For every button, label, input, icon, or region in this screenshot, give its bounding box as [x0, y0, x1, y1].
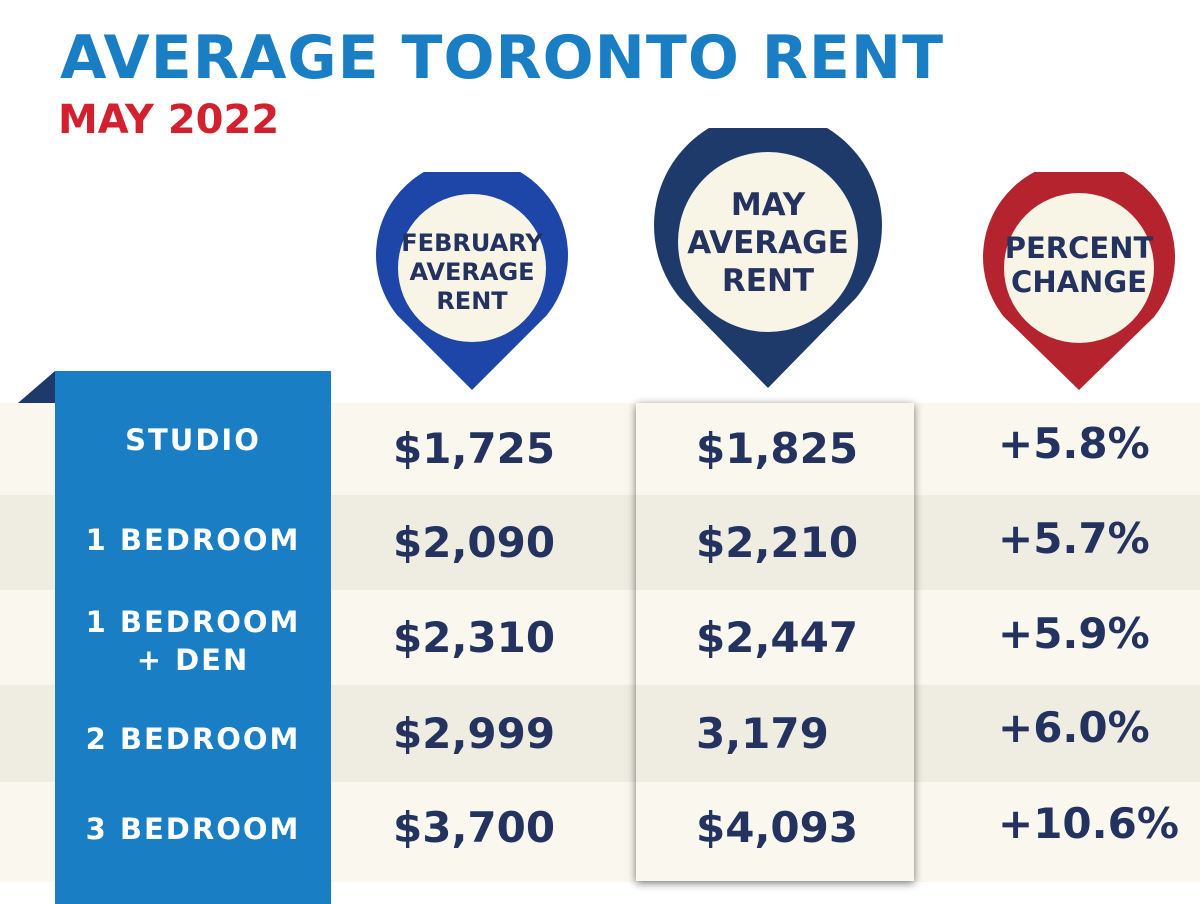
row-label-1-bedroom: 1 BEDROOM: [85, 523, 301, 557]
row-label-1-bedroom-den: 1 BEDROOM + DEN: [85, 605, 301, 677]
cell-2-bedroom-may: 3,179: [696, 709, 829, 758]
ribbon-fold: [18, 371, 55, 403]
cell-studio-change: +5.8%: [998, 419, 1150, 468]
row-label-ribbon: [55, 371, 331, 904]
february-pin-icon: [376, 172, 568, 390]
cell-studio-february: $1,725: [393, 424, 556, 473]
cell-1-bedroom-february: $2,090: [393, 518, 556, 567]
cell-3-bedroom-change: +10.6%: [998, 799, 1179, 848]
row-label-studio: STUDIO: [125, 423, 261, 457]
column-header-percent: PERCENT CHANGE: [1004, 231, 1154, 299]
row-label-2-bedroom: 2 BEDROOM: [85, 722, 301, 756]
cell-2-bedroom-change: +6.0%: [998, 703, 1150, 752]
may-pin-icon: [654, 128, 882, 388]
cell-studio-may: $1,825: [696, 424, 859, 473]
column-header-february: FEBRUARY AVERAGE RENT: [401, 229, 543, 315]
page-title: AVERAGE TORONTO RENT: [60, 23, 945, 93]
percent-pin-icon: [983, 172, 1175, 390]
cell-2-bedroom-february: $2,999: [393, 709, 556, 758]
cell-3-bedroom-may: $4,093: [696, 803, 859, 852]
cell-1-bedroom-den-change: +5.9%: [998, 609, 1150, 658]
cell-1-bedroom-den-february: $2,310: [393, 613, 556, 662]
column-header-may: MAY AVERAGE RENT: [687, 187, 849, 299]
cell-3-bedroom-february: $3,700: [393, 803, 556, 852]
page-subtitle: MAY 2022: [58, 97, 280, 143]
cell-1-bedroom-den-may: $2,447: [696, 613, 859, 662]
row-label-3-bedroom: 3 BEDROOM: [85, 812, 301, 846]
cell-1-bedroom-may: $2,210: [696, 518, 859, 567]
cell-1-bedroom-change: +5.7%: [998, 514, 1150, 563]
